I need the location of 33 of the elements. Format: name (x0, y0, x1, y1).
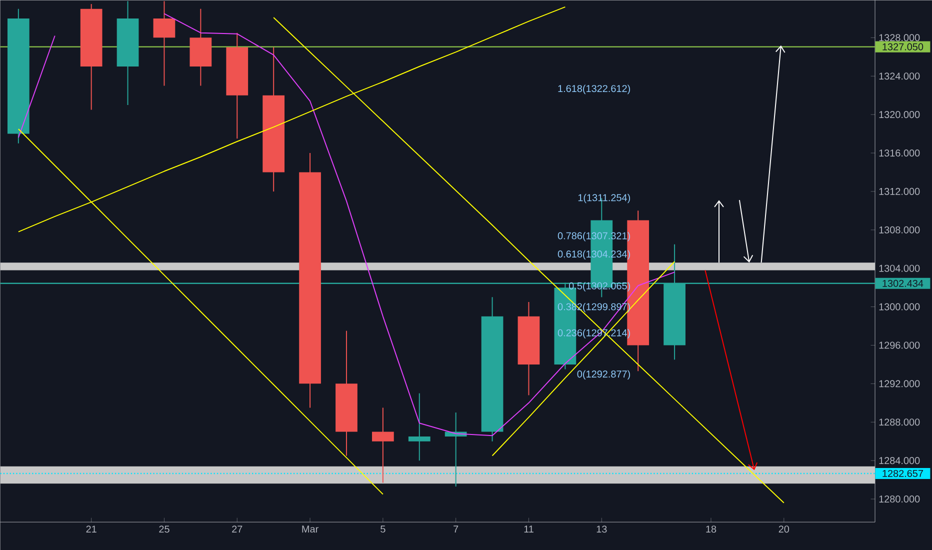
y-tick-label: 1312.000 (879, 188, 920, 195)
x-tick-label: 11 (524, 526, 534, 532)
x-tick-label: Mar (302, 526, 318, 533)
ref-line-label: 1282.657 (882, 470, 923, 477)
y-tick-label: 1284.000 (879, 457, 920, 464)
ref-line-label: 1302.434 (882, 280, 924, 287)
y-tick-label: 1280.000 (879, 495, 920, 503)
y-tick-label: 1296.000 (879, 342, 920, 349)
y-tick-label: 1320.000 (879, 111, 920, 118)
y-tick-label: 1328.000 (879, 34, 920, 42)
line-series (492, 261, 676, 456)
y-tick-label: 1292.000 (879, 380, 920, 388)
candlestick (153, 0, 176, 86)
annotation: 0(1292.877) (577, 370, 630, 380)
y-tick-label: 1304.000 (879, 264, 920, 272)
y-tick-label: 1300.000 (879, 303, 920, 310)
x-tick-label: 18 (706, 526, 716, 533)
y-tick-label: 1316.000 (879, 149, 920, 157)
y-tick-label: 1308.000 (879, 226, 920, 234)
x-tick-label: 27 (232, 526, 242, 533)
x-tick-label: 25 (159, 526, 170, 533)
candlestick (408, 392, 430, 462)
x-tick-label: 7 (454, 526, 458, 532)
annotation: 1.618(1322.612) (558, 84, 630, 94)
x-tick-label: 5 (380, 526, 386, 533)
y-tick-label: 1324.000 (879, 72, 920, 80)
x-tick-label: 13 (596, 526, 607, 533)
annotation: 1(1311.254) (578, 194, 630, 204)
y-tick-label: 1288.000 (879, 418, 920, 426)
ref-line-label: 1327.050 (882, 43, 924, 50)
candlestick (372, 407, 394, 484)
x-tick-label: 21 (86, 526, 96, 533)
x-tick-label: 20 (778, 526, 790, 533)
